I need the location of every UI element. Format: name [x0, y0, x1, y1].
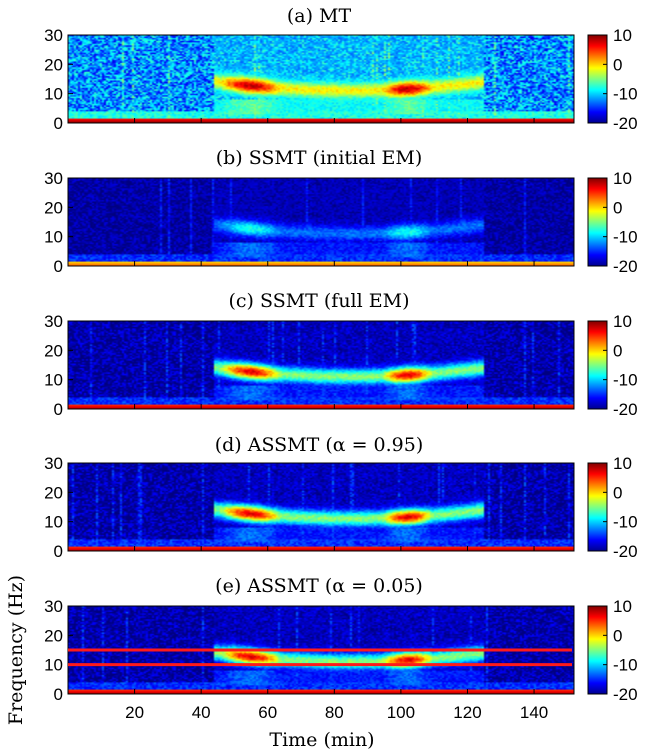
colorbar-tick-label: -10 [613, 85, 638, 104]
y-tick-label: 0 [54, 114, 63, 133]
x-tick-label: 80 [325, 703, 344, 722]
y-tick-label: 20 [44, 198, 63, 217]
panel-title: (b) SSMT (initial EM) [216, 147, 423, 169]
y-tick-label: 30 [44, 26, 63, 45]
colorbar-tick-label: -10 [613, 656, 638, 675]
y-tick-label: 20 [44, 626, 63, 645]
colorbar-tick-label: 0 [613, 55, 622, 74]
colorbar-tick-label: 0 [613, 341, 622, 360]
y-tick-label: 30 [44, 312, 63, 331]
axes-frame [67, 177, 575, 267]
y-tick-label: 0 [54, 542, 63, 561]
colorbar-tick-label: 10 [613, 597, 632, 616]
colorbar-tick-label: 10 [613, 312, 632, 331]
y-tick-label: 10 [44, 371, 63, 390]
y-tick-label: 10 [44, 513, 63, 532]
colorbar [587, 34, 608, 124]
colorbar-tick-label: -20 [613, 257, 638, 276]
y-tick-label: 20 [44, 341, 63, 360]
x-tick-label: 100 [387, 703, 415, 722]
colorbar-tick-label: 0 [613, 483, 622, 502]
colorbar-tick-label: -20 [613, 400, 638, 419]
panel-title: (a) MT [287, 5, 352, 27]
colorbar-tick-label: 10 [613, 454, 632, 473]
panel-title: (d) ASSMT (α = 0.95) [215, 434, 424, 456]
colorbar [587, 605, 608, 695]
colorbar-tick-label: -10 [613, 228, 638, 247]
colorbar-tick-label: 10 [613, 26, 632, 45]
x-tick-label: 40 [192, 703, 211, 722]
colorbar-tick-label: -10 [613, 371, 638, 390]
x-tick-label: 20 [125, 703, 144, 722]
y-tick-label: 20 [44, 483, 63, 502]
y-tick-label: 30 [44, 169, 63, 188]
x-axis-label: Time (min) [269, 729, 374, 751]
y-tick-label: 30 [44, 454, 63, 473]
colorbar-tick-label: 0 [613, 198, 622, 217]
x-tick-label: 60 [258, 703, 277, 722]
y-tick-label: 20 [44, 55, 63, 74]
y-axis-label: Frequency (Hz) [5, 575, 27, 725]
colorbar-tick-label: 0 [613, 626, 622, 645]
spectrogram-image [68, 321, 574, 409]
colorbar-tick-label: -20 [613, 114, 638, 133]
spectrogram-image [68, 463, 574, 551]
x-tick-label: 140 [520, 703, 548, 722]
axes-frame [67, 320, 575, 410]
y-tick-label: 0 [54, 685, 63, 704]
colorbar-tick-label: -10 [613, 513, 638, 532]
spectrogram-image [68, 35, 574, 123]
colorbar-tick-label: -20 [613, 685, 638, 704]
x-tick-label: 120 [453, 703, 481, 722]
y-tick-label: 30 [44, 597, 63, 616]
y-tick-label: 10 [44, 656, 63, 675]
axes-frame [67, 462, 575, 552]
y-tick-label: 10 [44, 85, 63, 104]
colorbar [587, 320, 608, 410]
axes-frame [67, 34, 575, 124]
colorbar [587, 462, 608, 552]
panel-title: (e) ASSMT (α = 0.05) [215, 575, 423, 597]
y-tick-label: 10 [44, 228, 63, 247]
spectrogram-image [68, 178, 574, 266]
y-tick-label: 0 [54, 257, 63, 276]
colorbar-tick-label: 10 [613, 169, 632, 188]
panel-title: (c) SSMT (full EM) [229, 290, 410, 312]
colorbar-tick-label: -20 [613, 542, 638, 561]
colorbar [587, 177, 608, 267]
y-tick-label: 0 [54, 400, 63, 419]
